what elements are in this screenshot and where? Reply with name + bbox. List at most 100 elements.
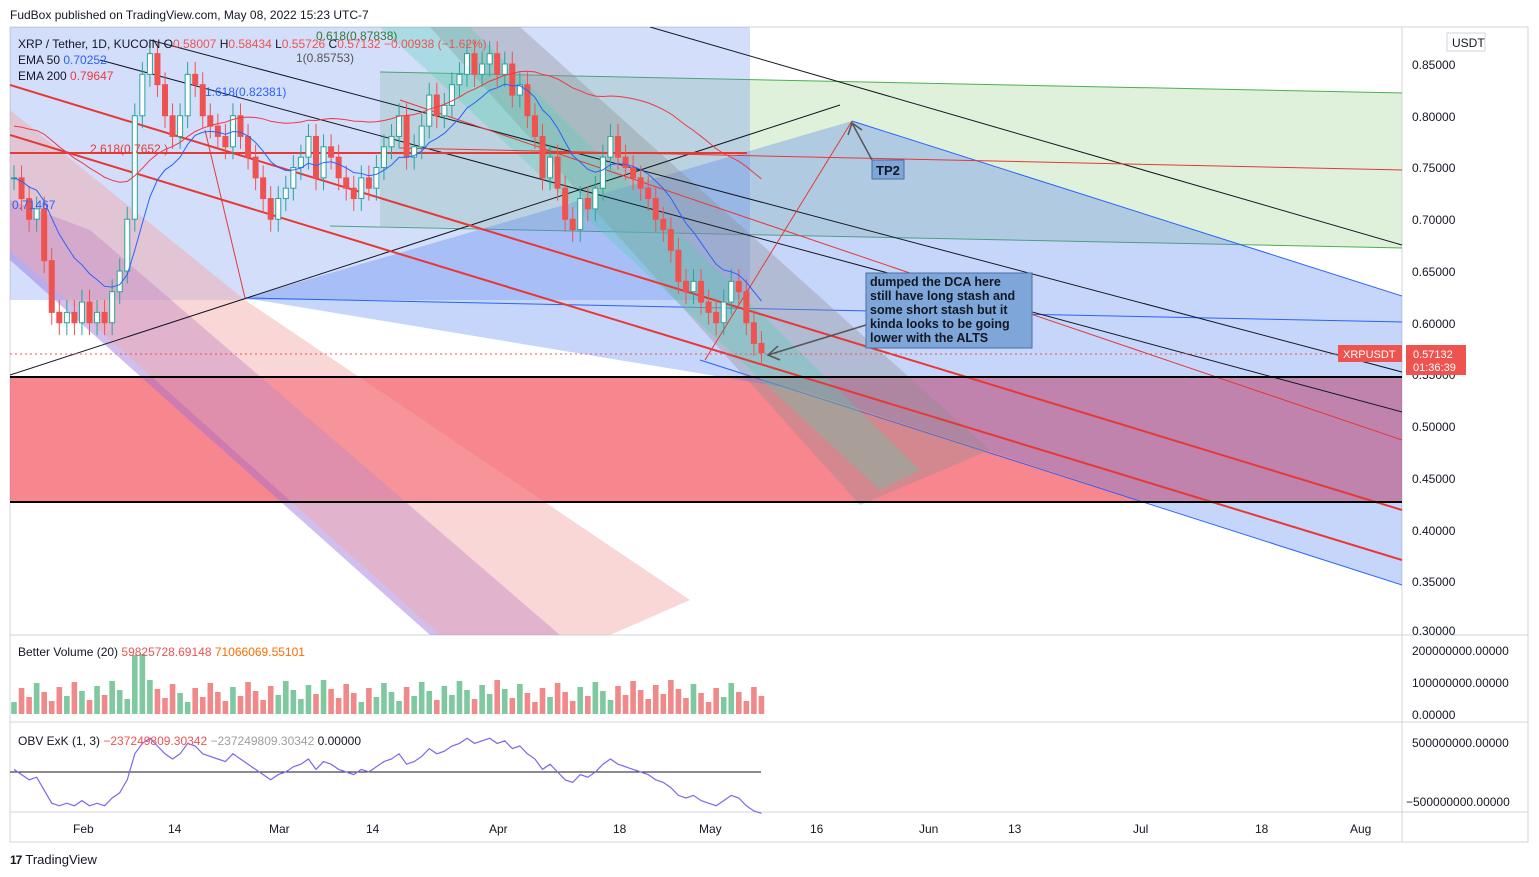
time-tick: 14 [168,822,182,836]
volume-bar [698,693,704,714]
tp2-box [871,159,905,180]
candle-body [448,84,455,106]
volume-bar [554,683,561,714]
time-tick: 16 [810,822,824,836]
volume-bar [509,698,516,714]
candle-body [464,53,470,75]
red-zigzag-2 [704,120,853,361]
candle-body [94,311,101,324]
volume-bar [486,694,493,714]
volume-bar [139,654,146,714]
candle-body [139,73,146,117]
time-tick: 18 [613,822,627,836]
candle-body [652,198,659,220]
volume-bar [751,687,757,714]
volume-bar [222,701,229,714]
candle-body [728,280,735,303]
candle-body [396,115,403,137]
obv-value-1: −237249809.30342 [103,734,208,748]
legend-ema200-label: EMA 200 [18,69,67,83]
time-tick: Jul [1133,822,1148,836]
ema50-line [13,83,762,302]
red-thin-1 [399,99,1402,441]
volume-bar [124,699,131,714]
volume-bar [517,684,523,714]
side-level-label: 0.71467 [12,198,56,212]
candle-body [479,63,486,75]
volume-tick: 100000000.00000 [1412,676,1509,690]
candle-body [675,249,682,282]
legend-ema50-label: EMA 50 [18,53,61,67]
legend-ema200-row: EMA 200 0.79647 [18,69,113,83]
volume-bar [705,702,712,714]
tp2-arrowhead [847,121,863,136]
volume-bar [592,682,599,714]
black-ray [10,104,841,376]
volume-bar [64,696,70,714]
time-tick: Apr [489,822,508,836]
volume-bar [79,691,85,714]
volume-bar [184,702,191,714]
tp2-annotation[interactable]: TP2 [847,121,905,180]
volume-bar [177,693,183,714]
volume-bar [169,684,176,714]
candle-body [524,84,531,117]
tradingview-footer[interactable]: 17 TradingView [10,852,97,867]
blue-line-b [244,297,1402,323]
volume-bar [494,680,500,714]
candle-body [63,311,70,324]
volume-bar [524,693,531,714]
candle-body [297,156,304,168]
note-annotation[interactable]: dumped the DCA here still have long stas… [766,272,1033,361]
price-tick: 0.30000 [1412,624,1456,638]
volume-bar [388,692,395,714]
volume-bar [313,694,319,714]
volume-value-2: 71066069.55101 [214,645,305,659]
candle-body [411,146,418,158]
candle-body [124,218,131,272]
candle-body [388,135,395,148]
candle-body [584,198,591,210]
candle-body [418,125,425,148]
candle-body [501,63,508,75]
last-price-bg [1406,345,1466,375]
volume-bar [683,698,689,714]
candle-body [531,115,538,137]
volume-bar [18,688,25,714]
fib-label-1: 1(0.85753) [296,51,354,65]
volume-bar [585,696,591,714]
volume-bar [207,683,214,714]
volume-tick: 200000000.00000 [1412,644,1509,658]
volume-bar [713,688,719,714]
price-tick: 0.65000 [1412,265,1456,279]
candle-body [645,187,652,200]
volume-bar [267,686,274,714]
price-tick: 0.70000 [1412,213,1456,227]
tradingview-logo-icon: 17 [10,852,22,867]
candle-body [365,177,372,189]
candle-body [154,53,161,86]
volume-bar [101,695,108,714]
candle-body [252,156,259,179]
candle-body [660,218,667,231]
candle-body [373,167,380,189]
legend-low: 0.55726 [281,37,326,51]
volume-bar [539,688,546,714]
volume-bar [720,697,727,714]
pink-band [10,110,690,635]
candle-body [237,115,244,137]
candle-body [116,270,123,293]
candle-body [177,115,184,137]
obv-line [13,737,762,814]
price-axis[interactable]: USDT 0.85000 0.80000 0.75000 0.70000 0.6… [1338,32,1486,638]
volume-bar [456,681,463,714]
candle-body [207,115,214,127]
candle-body [539,135,546,179]
candle-body [48,260,55,313]
candle-body [607,135,614,158]
candle-body [222,135,229,148]
candle-body [214,125,221,137]
time-axis[interactable]: Feb 14 Mar 14 Apr 18 May 16 Jun 13 Jul 1… [73,822,1371,836]
candle-body [86,301,93,324]
